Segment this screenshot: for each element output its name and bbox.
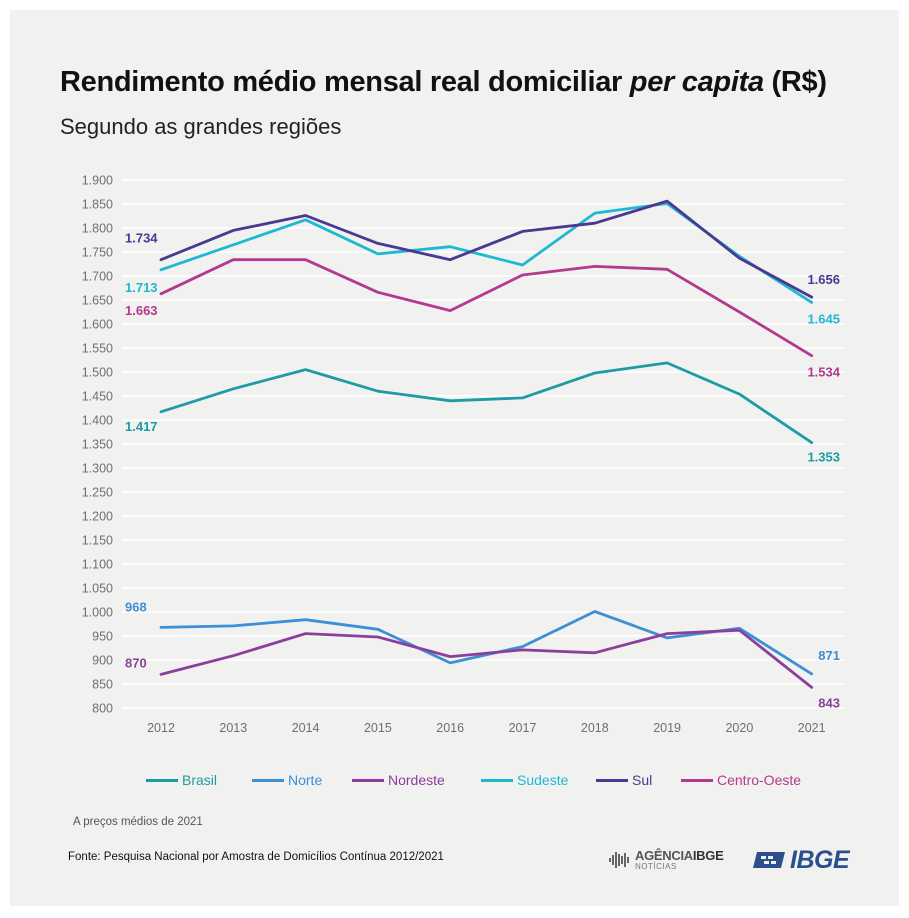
y-tick-label: 1.550 [82, 342, 113, 356]
agencia-text: AGÊNCIA [635, 848, 693, 863]
title-main: Rendimento médio mensal real domiciliar [60, 66, 630, 98]
legend-label: Sudeste [517, 772, 569, 788]
ibge-logo: IBGE [751, 845, 850, 874]
legend-label: Norte [288, 772, 323, 788]
infographic-card [10, 10, 899, 906]
chart-subtitle: Segundo as grandes regiões [60, 114, 342, 139]
y-tick-label: 1.000 [82, 606, 113, 620]
data-label-end-sul: 1.656 [807, 272, 840, 287]
data-label-end-brasil: 1.353 [807, 450, 840, 465]
legend-item-sul: Sul [596, 768, 652, 792]
price-note: A preços médios de 2021 [73, 816, 203, 828]
source-note: Fonte: Pesquisa Nacional por Amostra de … [68, 851, 444, 863]
x-tick-label: 2019 [653, 721, 681, 735]
x-tick-label: 2013 [219, 721, 247, 735]
y-tick-label: 850 [92, 678, 113, 692]
legend-swatch [146, 778, 178, 782]
y-tick-label: 1.850 [82, 198, 113, 212]
legend-swatch [681, 778, 713, 782]
x-tick-label: 2020 [725, 721, 753, 735]
ibge-emblem-icon [753, 852, 785, 868]
legend-label: Nordeste [388, 772, 445, 788]
series-line-brasil [159, 361, 814, 445]
line-chart: 800 850 900 950 1.000 1.050 1.100 1.150 1.200 1.2… [82, 174, 845, 735]
y-tick-label: 1.200 [82, 510, 113, 524]
series-line-sul [159, 199, 814, 299]
data-label-end-norte: 871 [818, 648, 840, 663]
x-tick-label: 2015 [364, 721, 392, 735]
data-label-start-sul: 1.734 [125, 231, 158, 246]
y-tick-label: 1.600 [82, 318, 113, 332]
legend-item-nordeste: Nordeste [352, 768, 445, 792]
y-tick-label: 1.800 [82, 222, 113, 236]
title-italic: per capita [629, 66, 764, 98]
legend-swatch [596, 778, 628, 782]
legend-swatch [481, 778, 513, 782]
noticias-text: NOTÍCIAS [635, 862, 677, 871]
y-tick-label: 1.650 [82, 294, 113, 308]
data-label-start-centro-oeste: 1.663 [125, 303, 158, 318]
chart-legend: Brasil Norte Nordeste Sudeste Sul Centro-Oest… [0, 768, 909, 792]
data-label-start-nordeste: 870 [125, 655, 147, 670]
x-tick-label: 2017 [509, 721, 537, 735]
series-line-sudeste [159, 202, 814, 304]
y-tick-label: 1.150 [82, 534, 113, 548]
data-label-end-centro-oeste: 1.534 [807, 365, 840, 380]
legend-swatch [252, 778, 284, 782]
data-label-start-brasil: 1.417 [125, 419, 158, 434]
y-tick-label: 1.050 [82, 582, 113, 596]
legend-item-norte: Norte [252, 768, 322, 792]
y-tick-label: 950 [92, 630, 113, 644]
y-tick-label: 1.750 [82, 246, 113, 260]
series-line-centro-oeste [159, 258, 814, 358]
legend-label: Sul [632, 772, 653, 788]
ibge-wordmark: IBGE [790, 845, 850, 874]
x-tick-label: 2021 [798, 721, 826, 735]
y-tick-label: 1.100 [82, 558, 113, 572]
y-tick-label: 1.350 [82, 438, 113, 452]
y-tick-label: 1.700 [82, 270, 113, 284]
x-tick-label: 2018 [581, 721, 609, 735]
legend-swatch [352, 778, 384, 782]
data-label-start-norte: 968 [125, 599, 147, 614]
y-tick-label: 1.900 [82, 174, 113, 188]
y-tick-label: 1.300 [82, 462, 113, 476]
legend-item-brasil: Brasil [146, 768, 217, 792]
legend-label: Centro-Oeste [717, 772, 802, 788]
legend-label: Brasil [182, 772, 218, 788]
agencia-bold-text: IBGE [692, 848, 724, 863]
legend-item-sudeste: Sudeste [481, 768, 568, 792]
data-label-start-sudeste: 1.713 [125, 280, 158, 295]
data-label-end-nordeste: 843 [818, 695, 840, 710]
series-line-nordeste [159, 628, 814, 689]
legend-item-centro-oeste: Centro-Oeste [681, 768, 801, 792]
y-tick-label: 1.500 [82, 366, 113, 380]
data-label-end-sudeste: 1.645 [807, 311, 840, 326]
x-tick-label: 2016 [436, 721, 464, 735]
agencia-ibge-logo: AGÊNCIAIBGE NOTÍCIAS [609, 845, 724, 875]
x-tick-label: 2012 [147, 721, 175, 735]
chart-title: Rendimento médio mensal real domiciliar … [60, 66, 860, 99]
x-tick-label: 2014 [292, 721, 320, 735]
y-tick-label: 800 [92, 702, 113, 716]
y-tick-label: 900 [92, 654, 113, 668]
y-tick-label: 1.250 [82, 486, 113, 500]
agencia-icon [609, 852, 629, 868]
y-tick-label: 1.450 [82, 390, 113, 404]
y-tick-label: 1.400 [82, 414, 113, 428]
title-unit: (R$) [763, 66, 828, 98]
series-line-norte [159, 610, 814, 676]
